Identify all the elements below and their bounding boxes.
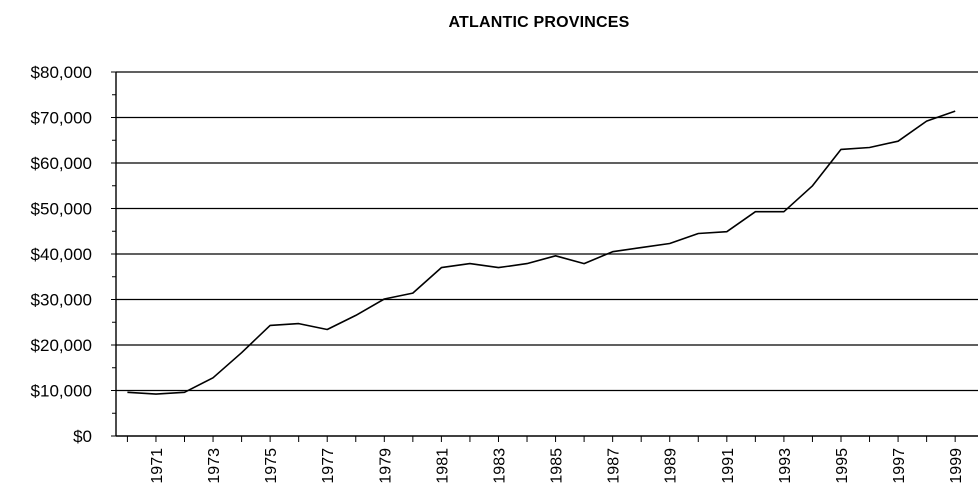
x-tick-label: 1983: [491, 448, 508, 484]
x-tick-label: 1985: [549, 448, 566, 484]
x-tick-label: 1981: [434, 448, 451, 484]
y-tick-label: $70,000: [31, 109, 92, 128]
gridlines: [116, 71, 978, 392]
y-tick-label: $40,000: [31, 245, 92, 264]
x-axis-ticks: 1971 1973 1975 1977 1979 1981 1983 1985 1987 1989…: [126, 436, 965, 484]
x-tick-label: 1987: [606, 448, 623, 484]
x-tick-label: 1973: [206, 448, 223, 484]
y-tick-label: $80,000: [31, 63, 92, 82]
x-tick-label: 1989: [663, 448, 680, 484]
x-tick-label: 1997: [891, 448, 908, 484]
y-tick-label: $50,000: [31, 200, 92, 219]
series-lines: [127, 110, 956, 395]
x-tick-label: 1979: [377, 448, 394, 484]
y-axis-ticks: $0 $10,000 $20,000 $30,000 $40,000 $50,000 $60…: [31, 63, 116, 446]
y-tick-label: $60,000: [31, 154, 92, 173]
y-tick-label: $20,000: [31, 336, 92, 355]
x-tick-label: 1993: [777, 448, 794, 484]
x-tick-label: 1991: [720, 448, 737, 484]
y-tick-label: $10,000: [31, 382, 92, 401]
series-line: [127, 110, 956, 395]
x-tick-label: 1995: [834, 448, 851, 484]
x-tick-label: 1971: [149, 448, 166, 484]
x-tick-label: 1975: [263, 448, 280, 484]
x-tick-label: 1977: [320, 448, 337, 484]
y-tick-label: $30,000: [31, 291, 92, 310]
x-tick-label: 1999: [948, 448, 965, 484]
chart-title: ATLANTIC PROVINCES: [448, 14, 630, 31]
y-tick-label: $0: [73, 427, 92, 446]
